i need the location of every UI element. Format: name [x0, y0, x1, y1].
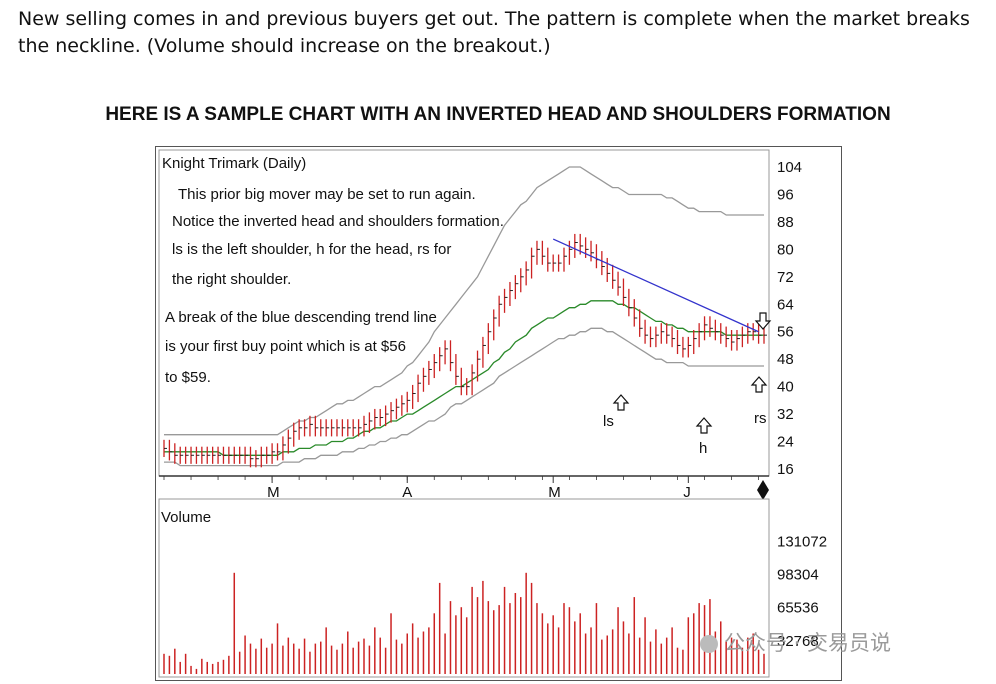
trendline-layer [552, 238, 759, 333]
label-ls: ls [603, 413, 614, 430]
volume-y-axis: 131072 98304 65536 32768 [777, 533, 827, 650]
price-panel [158, 149, 770, 477]
x-tick-label: A [402, 484, 412, 501]
volume-tick-label: 32768 [777, 633, 819, 650]
y-tick-label: 56 [777, 324, 794, 341]
upper-band-line [164, 166, 764, 436]
y-tick-label: 64 [777, 296, 794, 313]
y-tick-label: 48 [777, 351, 794, 368]
volume-tick-label: 131072 [777, 533, 827, 550]
watermark-text: 公众号 · 交易员说 [724, 631, 892, 655]
annotation-line-6: is your first buy point which is at $56 [165, 338, 406, 355]
volume-bars-layer [163, 572, 765, 674]
x-tick-label: M [548, 484, 561, 501]
annotation-line-5: A break of the blue descending trend lin… [165, 309, 437, 326]
y-tick-label: 32 [777, 406, 794, 423]
breakout-arrow-icon [754, 312, 772, 330]
x-tick-label: M [267, 484, 280, 501]
wechat-icon [700, 635, 718, 653]
head-arrow-icon [695, 417, 713, 434]
annotation-line-3: ls is the left shoulder, h for the head,… [172, 241, 451, 258]
end-marker-icon [757, 480, 769, 500]
label-rs: rs [754, 410, 767, 427]
volume-tick-label: 65536 [777, 600, 819, 617]
label-h: h [699, 440, 707, 457]
y-tick-label: 16 [777, 461, 794, 478]
price-bars-layer [163, 233, 767, 468]
annotation-line-2: Notice the inverted head and shoulders f… [172, 213, 504, 230]
y-tick-label: 40 [777, 379, 794, 396]
left-shoulder-arrow-icon [612, 394, 630, 411]
bands-layer [164, 166, 764, 467]
stock-chart: Knight Trimark (Daily) This prior big mo… [158, 149, 827, 678]
section-heading: HERE IS A SAMPLE CHART WITH AN INVERTED … [105, 104, 891, 125]
annotation-line-1: This prior big mover may be set to run a… [178, 186, 476, 203]
chart-frame: Knight Trimark (Daily) This prior big mo… [155, 146, 842, 681]
x-tick-label: J [683, 484, 691, 501]
watermark: 公众号 · 交易员说 [700, 627, 891, 657]
annotation-line-7: to $59. [165, 369, 211, 386]
y-tick-label: 104 [777, 159, 802, 176]
annotation-line-4: the right shoulder. [172, 271, 291, 288]
lower-band-line [164, 327, 764, 467]
intro-paragraph: New selling comes in and previous buyers… [18, 8, 970, 57]
right-shoulder-arrow-icon [750, 376, 768, 393]
volume-title: Volume [161, 509, 211, 526]
chart-title: Knight Trimark (Daily) [162, 155, 306, 172]
y-tick-label: 24 [777, 434, 794, 451]
y-tick-label: 96 [777, 187, 794, 204]
descending-trendline [552, 238, 759, 333]
volume-tick-label: 98304 [777, 567, 819, 584]
price-y-axis: 104 96 88 80 72 64 56 48 40 32 24 16 [777, 159, 802, 478]
y-tick-label: 80 [777, 241, 794, 258]
y-tick-label: 88 [777, 214, 794, 231]
y-tick-label: 72 [777, 269, 794, 286]
